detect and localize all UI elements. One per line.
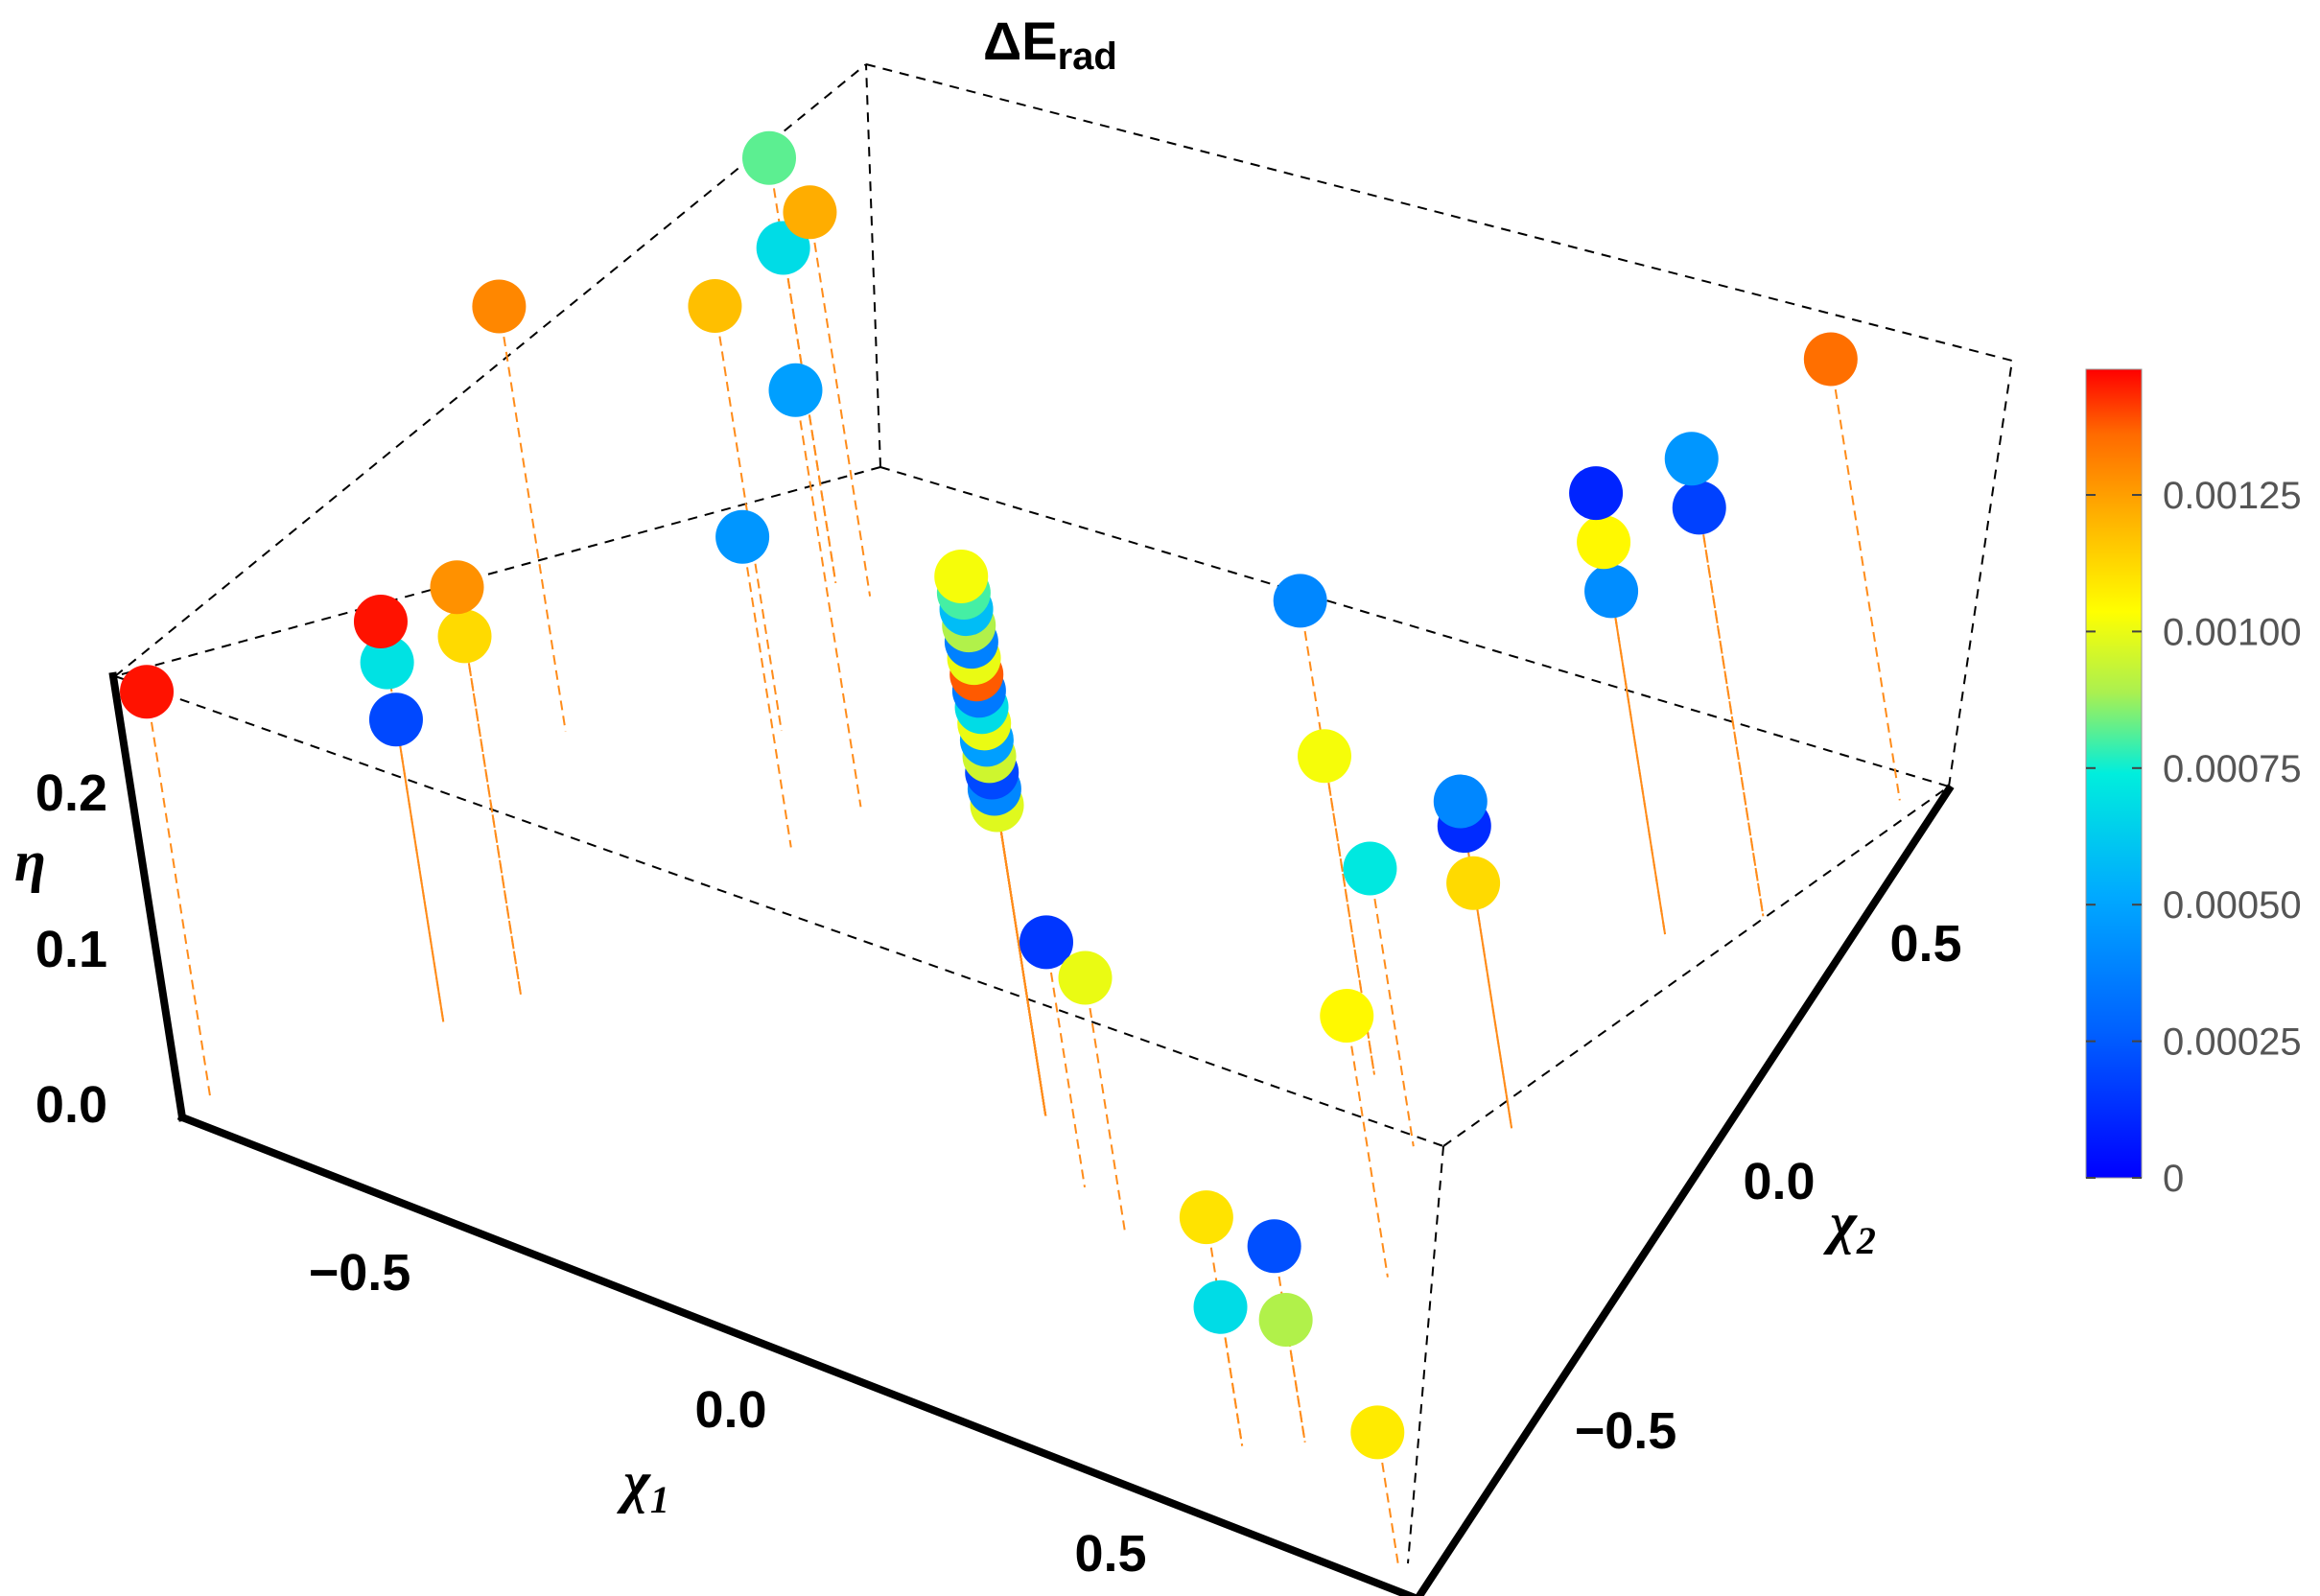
point-stem bbox=[741, 536, 792, 848]
data-point bbox=[1058, 951, 1113, 1005]
y-tick-labels: −0.5 0.0 0.5 bbox=[1575, 915, 1962, 1460]
point-stem bbox=[1690, 458, 1765, 917]
point-stem bbox=[498, 306, 567, 732]
colorbar-ticks: 0 0.00025 0.00050 0.00075 0.00100 0.00125 bbox=[2086, 475, 2302, 1200]
point-stem bbox=[794, 389, 862, 808]
data-point bbox=[688, 279, 742, 334]
data-point bbox=[120, 665, 175, 719]
colorbar-gradient bbox=[2085, 368, 2143, 1179]
y-axis-label-sub: 2 bbox=[1856, 1219, 1876, 1262]
data-point bbox=[1446, 856, 1501, 910]
x-tick-label: 0.0 bbox=[694, 1381, 766, 1439]
point-stem bbox=[1829, 359, 1901, 801]
data-point bbox=[934, 550, 989, 603]
x-tick-labels: −0.5 0.0 0.5 bbox=[309, 1244, 1147, 1583]
x-axis-label-main: χ bbox=[617, 1450, 651, 1514]
colorbar-tick-label: 0.00125 bbox=[2163, 475, 2302, 517]
colorbar-tick-label: 0 bbox=[2163, 1158, 2184, 1200]
data-point bbox=[1273, 574, 1327, 628]
x-tick-label: −0.5 bbox=[309, 1244, 411, 1302]
z-tick-labels: 0.0 0.1 0.2 bbox=[35, 764, 107, 1134]
data-point bbox=[1320, 989, 1374, 1044]
y-tick-label: 0.0 bbox=[1743, 1153, 1815, 1210]
colorbar-tick-label: 0.00100 bbox=[2163, 611, 2302, 653]
y-tick-label: −0.5 bbox=[1575, 1402, 1677, 1460]
x-tick-label: 0.5 bbox=[1074, 1525, 1146, 1583]
box-solid-axes bbox=[108, 671, 1955, 1596]
data-point bbox=[472, 279, 527, 334]
points-layer bbox=[120, 130, 1858, 1460]
point-stem bbox=[1346, 1015, 1389, 1278]
data-point bbox=[1179, 1190, 1233, 1245]
data-point bbox=[1803, 332, 1858, 387]
box-dashed-edges bbox=[114, 63, 2013, 1564]
data-point bbox=[1569, 466, 1624, 521]
data-point bbox=[783, 185, 837, 240]
point-stem bbox=[1045, 942, 1086, 1188]
data-point bbox=[1193, 1279, 1248, 1334]
data-point bbox=[437, 609, 492, 664]
point-stem bbox=[1084, 977, 1126, 1232]
data-point bbox=[1664, 432, 1719, 486]
point-stem bbox=[1369, 868, 1415, 1147]
data-point bbox=[1019, 915, 1073, 970]
data-point bbox=[715, 509, 770, 564]
y-tick-label: 0.5 bbox=[1889, 915, 1961, 973]
data-point bbox=[1350, 1405, 1405, 1460]
data-point bbox=[1672, 481, 1726, 535]
data-point bbox=[368, 692, 423, 747]
colorbar-tick-label: 0.00075 bbox=[2163, 748, 2302, 790]
point-stem bbox=[146, 692, 212, 1101]
data-point bbox=[1433, 774, 1488, 829]
z-tick-label: 0.1 bbox=[35, 921, 107, 978]
data-point bbox=[1258, 1292, 1313, 1347]
chart-title-sub: rad bbox=[1058, 35, 1117, 78]
stems-layer bbox=[146, 157, 1901, 1563]
data-point bbox=[1343, 841, 1397, 896]
colorbar-tick-label: 0.00025 bbox=[2163, 1021, 2302, 1064]
colorbar-tick-label: 0.00050 bbox=[2163, 884, 2302, 927]
data-point bbox=[353, 595, 408, 649]
data-point bbox=[1247, 1219, 1301, 1274]
point-stem bbox=[1459, 801, 1513, 1129]
data-point bbox=[1298, 729, 1351, 784]
data-point bbox=[742, 130, 796, 185]
data-point bbox=[1577, 515, 1631, 570]
z-tick-label: 0.2 bbox=[35, 764, 107, 822]
x-axis-label: χ1 bbox=[617, 1450, 669, 1521]
x-axis-label-sub: 1 bbox=[650, 1478, 669, 1521]
data-point bbox=[360, 635, 414, 690]
y-axis-label-main: χ bbox=[1823, 1191, 1858, 1255]
chart-title-main: ΔE bbox=[983, 11, 1058, 71]
data-point bbox=[430, 560, 484, 615]
point-stem bbox=[1698, 507, 1765, 917]
y-axis-label: χ2 bbox=[1823, 1191, 1876, 1262]
z-axis-label: η bbox=[14, 830, 46, 893]
data-point bbox=[1584, 564, 1639, 619]
colorbar: 0 0.00025 0.00050 0.00075 0.00100 0.00125 bbox=[2085, 368, 2302, 1200]
data-point bbox=[768, 363, 823, 417]
point-stem bbox=[1595, 492, 1667, 935]
z-tick-label: 0.0 bbox=[35, 1076, 107, 1134]
point-stem bbox=[808, 212, 872, 597]
chart-title: ΔErad bbox=[983, 11, 1117, 78]
